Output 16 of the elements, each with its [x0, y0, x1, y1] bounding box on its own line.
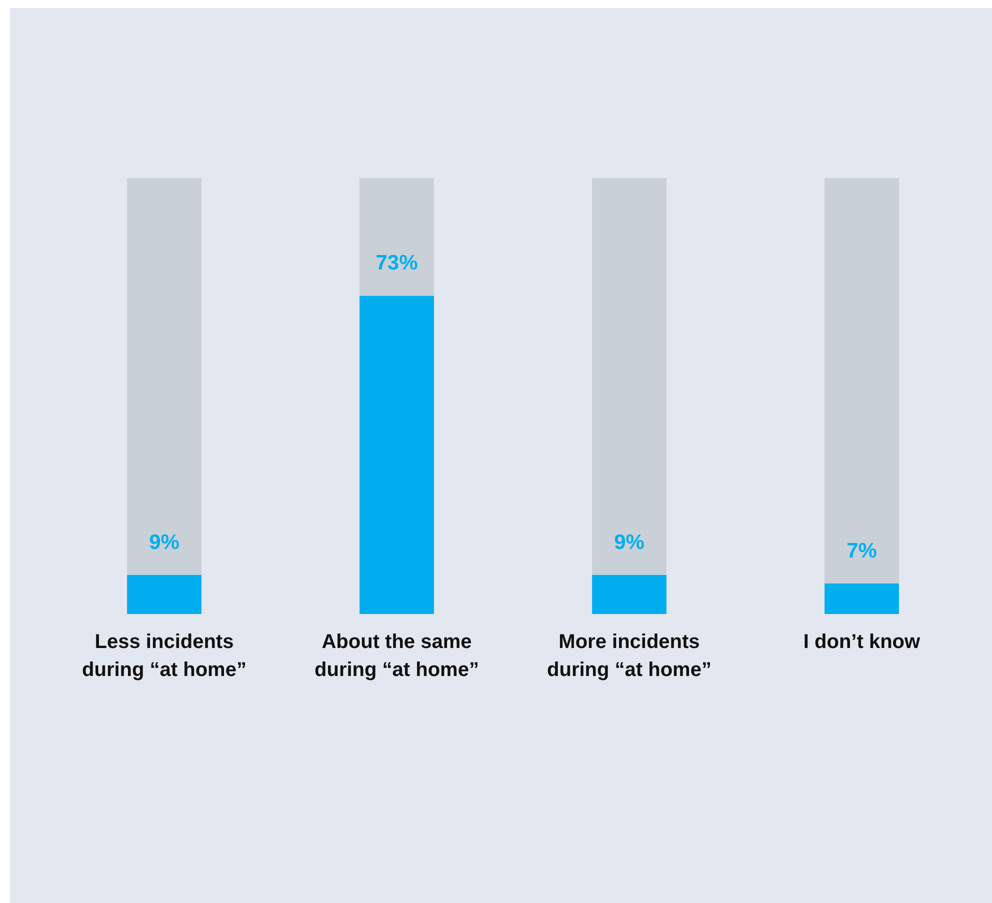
x-tick-label: I don’t know	[803, 631, 921, 653]
data-label: 73%	[376, 252, 418, 275]
bar	[592, 178, 666, 575]
bar	[360, 178, 434, 296]
x-tick-label: Less incidents during “at home”	[82, 631, 246, 681]
bar	[824, 178, 899, 584]
bar	[592, 574, 666, 614]
bar	[824, 583, 899, 614]
data-label: 7%	[846, 539, 878, 562]
x-tick-label: About the same during “at home”	[314, 631, 479, 681]
bar	[127, 178, 202, 575]
data-label: 9%	[614, 530, 645, 554]
bar	[127, 574, 202, 614]
bar	[360, 296, 434, 614]
data-label: 9%	[149, 530, 180, 554]
x-tick-label: More incidents during “at home”	[547, 631, 712, 681]
